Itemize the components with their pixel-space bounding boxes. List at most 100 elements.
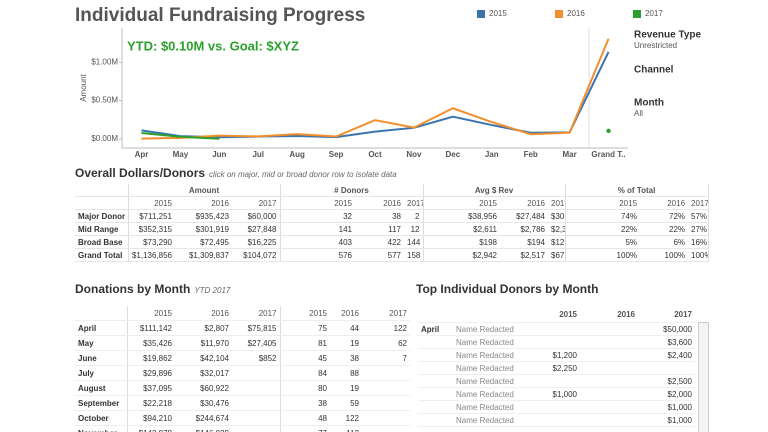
month-label [418,335,453,349]
cell [580,361,638,375]
cell: $60,000 [232,209,281,223]
cell [580,413,638,427]
cell: $194 [500,235,548,249]
donor-name: Name Redacted [453,348,530,362]
row-label: May [75,335,128,351]
x-tick-label: Grand T.. [591,150,625,159]
annotation: YTD: $0.10M vs. Goal: $XYZ [127,38,299,53]
row-label: August [75,380,128,396]
row-label: Major Donor [75,209,129,223]
cell: $2,381 [548,222,566,236]
year-header: 2016 [355,196,404,210]
cell [580,387,638,401]
donor-row[interactable]: Mid Range $352,315 $301,919 $27,848 141 117 12… [75,222,709,236]
x-tick-label: Oct [368,150,382,159]
overall-table-wrap: Amount # Donors Avg $ Rev% of Total 2015 201… [75,184,709,262]
cell: 19 [330,335,362,351]
cell [580,400,638,414]
cell: $19,862 [127,350,175,366]
row-label: October [75,410,128,426]
legend-swatch [555,10,563,18]
cell: 72% [640,209,689,223]
donations-title: Donations by Month [75,282,191,296]
cell: $2,000 [638,387,695,401]
cell: $35,426 [127,335,175,351]
group-header: # Donors [280,184,424,197]
cell: 12 [404,222,424,236]
cell: 141 [280,222,355,236]
cell: $852 [232,350,281,366]
month-label [418,348,453,362]
donor-row: April Name Redacted $50,000 [418,322,695,336]
row-label: July [75,365,128,381]
y-tick-label: $0.50M [91,96,118,105]
donor-row: Name Redacted $2,500 [418,374,695,388]
overall-heading: Overall Dollars/Donors click on major, mi… [75,166,397,180]
cell: $42,104 [175,350,232,366]
cell: 577 [355,248,404,262]
donor-row[interactable]: Major Donor $711,251 $935,423 $60,000 32 38 2 $… [75,209,709,223]
cell: 27% [688,222,709,236]
x-tick-label: Nov [406,150,422,159]
donor-row: Grand Total $1,136,856 $1,309,837 $104,072 5… [75,248,709,262]
cell: $38,956 [423,209,500,223]
cell: $3,600 [638,335,695,349]
donor-row: Name Redacted $3,600 [418,335,695,349]
filter-label: Revenue Type [634,30,701,41]
top-donors-heading: Top Individual Donors by Month [416,282,598,296]
row-label: Mid Range [75,222,129,236]
overall-title: Overall Dollars/Donors [75,166,206,180]
cell: $30,476 [175,395,232,411]
cell: 88 [330,365,362,381]
cell: 44 [330,320,362,336]
month-row: May $35,426 $11,970 $27,405 81 19 62 [75,335,410,351]
cell: $2,786 [500,222,548,236]
cell: $2,500 [638,374,695,388]
cell: $198 [423,235,500,249]
donations-heading: Donations by Month YTD 2017 [75,282,230,296]
donations-subtitle: YTD 2017 [194,286,231,295]
cell: $37,095 [127,380,175,396]
cell [362,380,410,396]
donor-row: Name Redacted $2,250 [418,361,695,375]
cell: 122 [362,320,410,336]
top-donors-title: Top Individual Donors by Month [416,282,599,296]
cell [580,348,638,362]
donor-row[interactable]: Broad Base $73,290 $72,495 $16,225 403 422 144… [75,235,709,249]
year-header: 2017 [404,196,424,210]
y-tick-label: $1.00M [91,58,118,67]
cell: $671 [548,248,566,262]
donor-name: Name Redacted [453,413,530,427]
cell: $27,848 [232,222,281,236]
month-label [418,361,453,375]
cell: 16% [688,235,709,249]
row-label: Broad Base [75,235,129,249]
cell: $11,970 [175,335,232,351]
chart: Individual Fundraising Progress YTD: $0.… [75,5,701,159]
cell: 117 [355,222,404,236]
series-line [141,38,610,140]
row-label: April [75,320,128,336]
filter-value: All [634,109,643,118]
cell [232,410,281,426]
month-row: April $111,142 $2,807 $75,815 75 44 122 [75,320,410,336]
cell [580,322,638,336]
legend-swatch [477,10,485,18]
cell: 59 [330,395,362,411]
cell: 7 [362,350,410,366]
cell: 84 [280,365,330,381]
x-tick-label: Mar [562,150,576,159]
cell: 100% [688,248,709,262]
cell: $16,225 [232,235,281,249]
legend-label: 2015 [489,9,507,18]
series-line [141,132,220,140]
cell: $75,815 [232,320,281,336]
donor-name: Name Redacted [453,322,530,336]
scrollbar[interactable] [698,322,709,432]
donor-row: Name Redacted $1,000 $2,000 [418,387,695,401]
filter-value: Unrestricted [634,41,677,50]
cell: $2,942 [423,248,500,262]
year-header: 2015 [423,196,500,210]
cell [530,335,580,349]
cell: 38 [355,209,404,223]
